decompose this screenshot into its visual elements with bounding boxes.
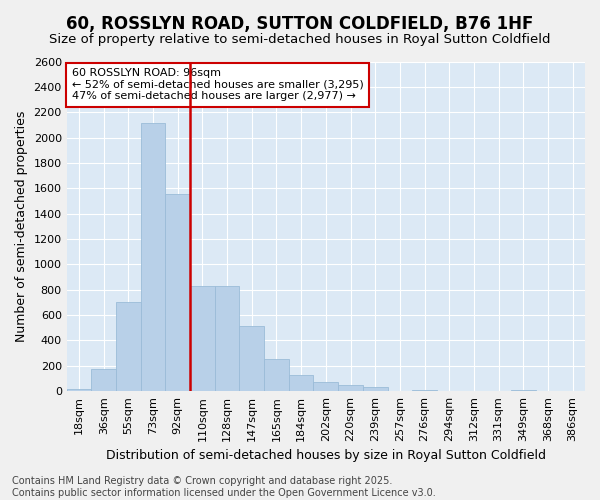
Bar (511, 390, 536, 391)
Bar (215, 286, 239, 391)
X-axis label: Distribution of semi-detached houses by size in Royal Sutton Coldfield: Distribution of semi-detached houses by … (106, 450, 546, 462)
Bar (190, 286, 215, 391)
Bar (264, 359, 289, 391)
Text: 60, ROSSLYN ROAD, SUTTON COLDFIELD, B76 1HF: 60, ROSSLYN ROAD, SUTTON COLDFIELD, B76 … (67, 15, 533, 33)
Bar (141, 123, 166, 391)
Bar (338, 385, 363, 391)
Bar (239, 326, 264, 391)
Text: Size of property relative to semi-detached houses in Royal Sutton Coldfield: Size of property relative to semi-detach… (49, 32, 551, 46)
Text: 60 ROSSLYN ROAD: 96sqm
← 52% of semi-detached houses are smaller (3,295)
47% of : 60 ROSSLYN ROAD: 96sqm ← 52% of semi-det… (72, 68, 364, 102)
Bar (412, 390, 437, 391)
Bar (91, 369, 116, 391)
Bar (67, 390, 91, 391)
Bar (313, 382, 338, 391)
Bar (363, 388, 388, 391)
Bar (166, 194, 190, 391)
Y-axis label: Number of semi-detached properties: Number of semi-detached properties (15, 110, 28, 342)
Text: Contains HM Land Registry data © Crown copyright and database right 2025.
Contai: Contains HM Land Registry data © Crown c… (12, 476, 436, 498)
Bar (289, 376, 313, 391)
Bar (116, 302, 141, 391)
